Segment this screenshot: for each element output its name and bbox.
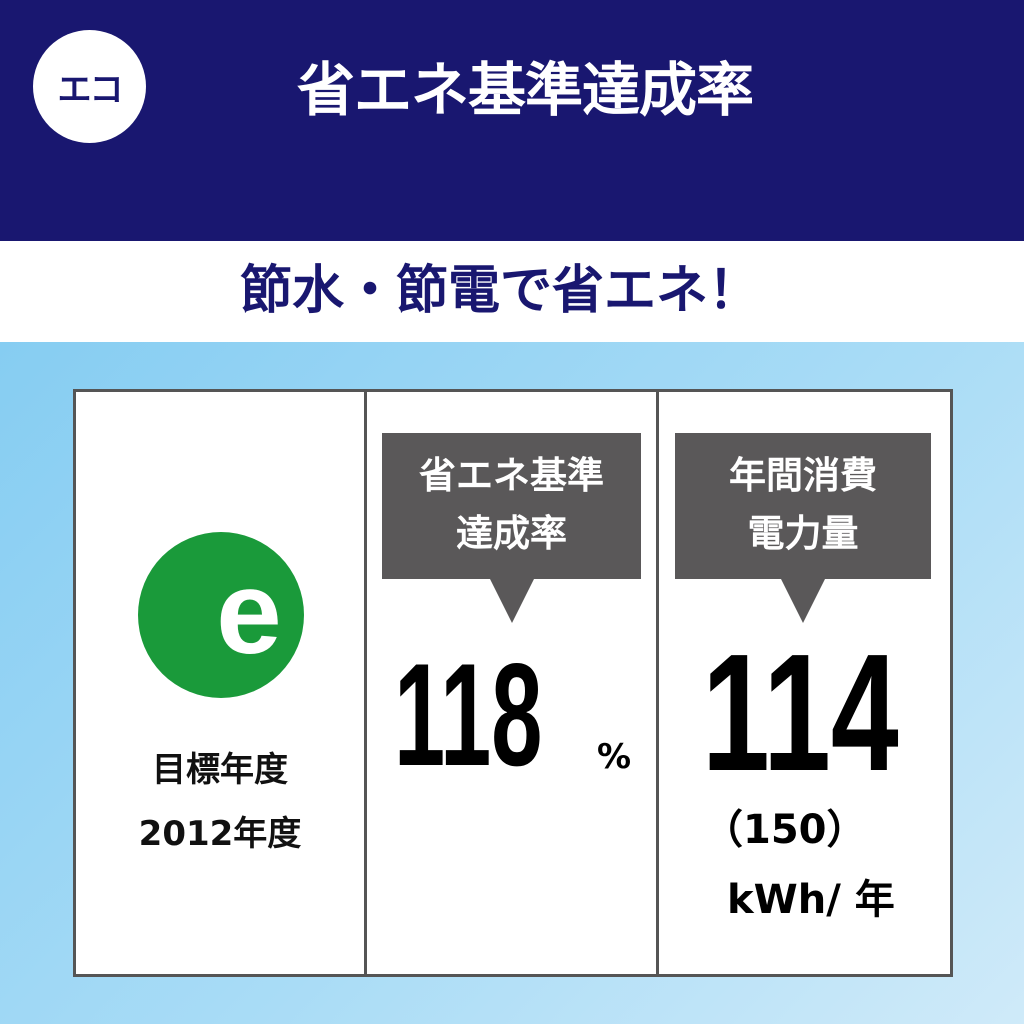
power-unit: kWh/ 年 <box>727 877 895 923</box>
target-year: 2012年度 <box>138 814 302 854</box>
subtitle-band <box>0 241 1024 342</box>
power-value: 114 <box>702 620 899 806</box>
power-label-bubble: 年間消費 電力量 <box>675 433 931 579</box>
power-label-line2: 電力量 <box>747 512 859 555</box>
power-label-line1: 年間消費 <box>729 454 877 497</box>
header-banner: エコ 省エネ基準達成率 <box>0 0 1024 241</box>
page-title: 省エネ基準達成率 <box>296 56 754 124</box>
subtitle: 節水・節電で省エネ！ <box>239 261 760 321</box>
rate-unit: % <box>597 737 632 777</box>
annual-power-panel: 年間消費 電力量 114 （150） kWh/ 年 <box>659 392 950 974</box>
energy-saving-e-mark-icon: e <box>138 532 304 698</box>
rate-label-line2: 達成率 <box>456 512 567 555</box>
rate-label-bubble: 省エネ基準 達成率 <box>382 433 641 579</box>
target-year-panel: e 目標年度 2012年度 <box>76 392 367 974</box>
achievement-rate-panel: 省エネ基準 達成率 118 % <box>367 392 659 974</box>
svg-text:e: e <box>216 547 282 679</box>
rate-label-line1: 省エネ基準 <box>419 454 604 497</box>
rate-value: 118 <box>394 633 543 796</box>
target-label: 目標年度 <box>152 750 288 790</box>
eco-badge: エコ <box>33 30 146 143</box>
info-table: e 目標年度 2012年度 省エネ基準 達成率 118 % 年間消費 電力量 1… <box>73 389 953 977</box>
power-reference-value: （150） <box>703 807 867 853</box>
